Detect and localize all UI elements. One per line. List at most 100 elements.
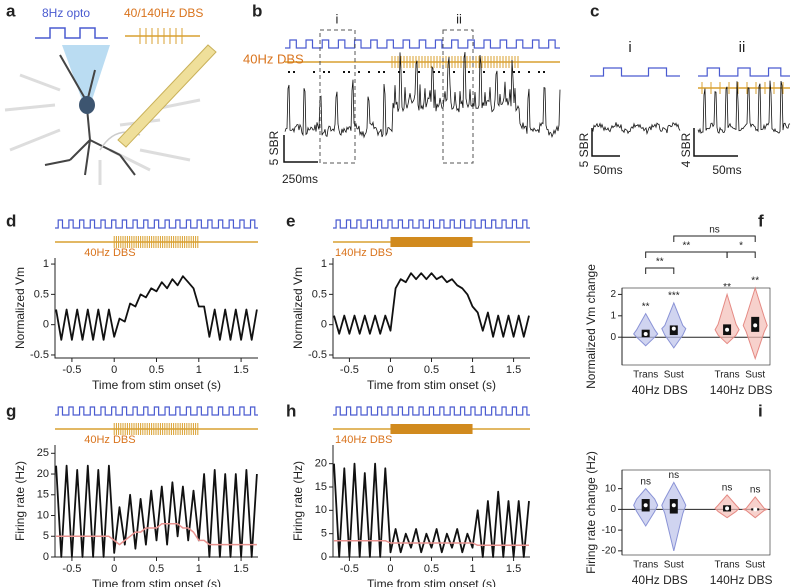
x-tick-label: 0.5 xyxy=(424,364,439,376)
trace xyxy=(55,275,258,341)
y-axis-label: Firing rate (Hz) xyxy=(13,461,27,541)
group-label: 140Hz DBS xyxy=(710,573,773,587)
scale-label: 5 SBR xyxy=(577,132,591,167)
x-axis-label: Time from stim onset (s) xyxy=(92,577,221,587)
spike-raster xyxy=(438,71,440,73)
x-tick-label: -0.5 xyxy=(340,364,359,376)
annotation: ns xyxy=(722,483,733,494)
x-axis-label: Time from stim onset (s) xyxy=(367,577,496,587)
x-tick-label: Sust xyxy=(664,560,684,571)
spike-raster xyxy=(348,71,350,73)
annotation: ns xyxy=(669,470,680,481)
y-tick-label: 5 xyxy=(43,530,49,542)
x-tick-label: Sust xyxy=(664,370,684,381)
scale-label: 50ms xyxy=(712,163,741,177)
x-tick-label: 1.5 xyxy=(506,563,521,575)
violin xyxy=(714,292,740,345)
x-tick-label: 0 xyxy=(111,364,117,376)
annotation: ** xyxy=(751,276,759,287)
y-tick-label: -20 xyxy=(602,545,617,556)
spike-raster xyxy=(468,71,470,73)
y-axis-label: Normalized Vm xyxy=(291,267,305,349)
dbs-label: 40Hz DBS xyxy=(243,51,304,66)
group-label: 40Hz DBS xyxy=(632,573,688,587)
y-tick-label: 15 xyxy=(315,481,327,493)
window-box xyxy=(319,29,356,164)
violin xyxy=(633,312,659,347)
panel-label: d xyxy=(6,211,16,230)
y-tick-label: 25 xyxy=(37,447,49,459)
bracket xyxy=(726,251,756,258)
median xyxy=(643,331,648,336)
x-tick-label: Sust xyxy=(745,560,765,571)
bracket xyxy=(673,235,756,242)
x-tick-label: Trans xyxy=(714,370,739,381)
x-tick-label: -0.5 xyxy=(62,364,81,376)
y-tick-label: 15 xyxy=(37,489,49,501)
x-tick-label: 1.5 xyxy=(233,364,248,376)
scale-bar xyxy=(591,128,620,157)
spike-raster xyxy=(513,71,515,73)
spike-raster xyxy=(323,71,325,73)
y-tick-label: -0.5 xyxy=(30,349,49,361)
scale-bar xyxy=(693,128,738,157)
spike-raster xyxy=(538,71,540,73)
panel-label: c xyxy=(590,1,599,20)
x-tick-label: 1.5 xyxy=(506,364,521,376)
trace xyxy=(591,122,681,136)
y-tick-label: 10 xyxy=(315,504,327,516)
x-tick-label: 0.5 xyxy=(424,563,439,575)
bracket-label: ** xyxy=(682,241,690,252)
panel-label: h xyxy=(286,401,296,420)
y-tick-label: -10 xyxy=(602,525,617,536)
opto-pulses xyxy=(285,39,560,49)
x-tick-label: 1 xyxy=(196,364,202,376)
median xyxy=(671,503,676,508)
annotation: ns xyxy=(750,485,761,496)
violin xyxy=(661,481,687,551)
y-tick-label: 0 xyxy=(610,332,616,343)
annotation: ** xyxy=(723,282,731,293)
spike-raster xyxy=(368,71,370,73)
y-tick-label: 0 xyxy=(43,319,49,331)
x-tick-label: 1 xyxy=(469,364,475,376)
opto-pulses xyxy=(698,67,790,77)
scale-bar xyxy=(283,135,318,163)
window-title: i xyxy=(628,39,631,56)
scale-label: 5 SBR xyxy=(267,130,281,165)
x-tick-label: 0.5 xyxy=(149,563,164,575)
opto-pulses xyxy=(55,406,258,416)
x-tick-label: Trans xyxy=(714,560,739,571)
window-label: ii xyxy=(456,11,462,26)
y-tick-label: 0 xyxy=(321,551,327,563)
x-tick-label: 0.5 xyxy=(149,364,164,376)
y-axis-label: Normalized Vm change xyxy=(584,264,598,389)
trace xyxy=(697,80,791,134)
y-tick-label: -0.5 xyxy=(308,349,327,361)
stim-label: 40Hz DBS xyxy=(84,247,135,259)
y-tick-label: 0.5 xyxy=(312,288,327,300)
x-tick-label: 0 xyxy=(387,364,393,376)
y-tick-label: 10 xyxy=(37,509,49,521)
panel-label: b xyxy=(252,1,262,20)
y-tick-label: 20 xyxy=(315,458,327,470)
panel-label: i xyxy=(758,401,763,420)
panel-label: e xyxy=(286,211,295,230)
spike-raster xyxy=(328,71,330,73)
spike-raster xyxy=(343,71,345,73)
x-tick-label: 1.5 xyxy=(233,563,248,575)
median xyxy=(725,327,730,332)
opto-pulses xyxy=(333,219,530,229)
frame xyxy=(621,287,771,366)
opto-label: 8Hz opto xyxy=(42,6,90,20)
neuron-diagram xyxy=(4,27,217,185)
trace-panel-c xyxy=(590,67,791,157)
window-title: ii xyxy=(739,39,746,56)
trace xyxy=(55,464,258,558)
group-label: 40Hz DBS xyxy=(632,383,688,397)
stim-window xyxy=(113,423,199,435)
y-tick-label: 1 xyxy=(610,310,616,321)
stim-label: 140Hz DBS xyxy=(335,434,392,446)
y-tick-label: 5 xyxy=(321,528,327,540)
opto-pulses xyxy=(590,67,680,77)
